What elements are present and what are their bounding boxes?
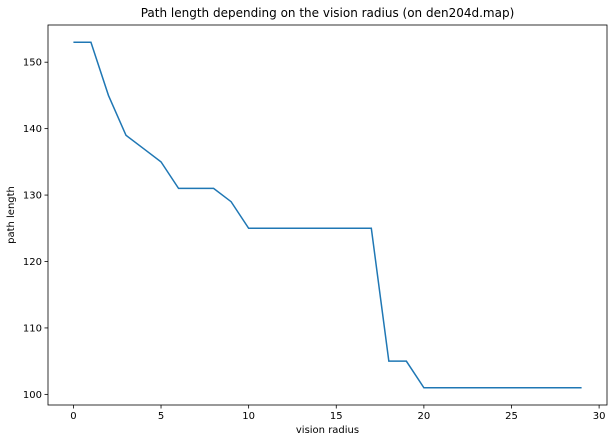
x-tick-label: 30 [593, 411, 606, 422]
y-tick-label: 150 [23, 58, 42, 69]
y-tick-label: 140 [23, 124, 42, 135]
y-tick-label: 130 [23, 191, 42, 202]
x-axis: 0 5 10 15 20 25 30 [70, 405, 605, 422]
y-axis-label: path length [6, 186, 17, 244]
y-tick-label: 110 [23, 323, 42, 334]
x-tick-label: 25 [505, 411, 518, 422]
y-axis: 100 110 120 130 140 150 [23, 58, 48, 401]
x-tick-label: 20 [418, 411, 431, 422]
x-axis-label: vision radius [296, 425, 359, 436]
y-tick-label: 120 [23, 257, 42, 268]
x-tick-label: 15 [330, 411, 343, 422]
series-line [73, 41, 582, 389]
y-tick-label: 100 [23, 390, 42, 401]
plot-area [47, 24, 608, 406]
x-tick-label: 5 [158, 411, 164, 422]
chart-title: Path length depending on the vision radi… [141, 6, 515, 20]
x-tick-label: 10 [242, 411, 255, 422]
plot-frame [47, 24, 608, 406]
x-tick-label: 0 [70, 411, 76, 422]
